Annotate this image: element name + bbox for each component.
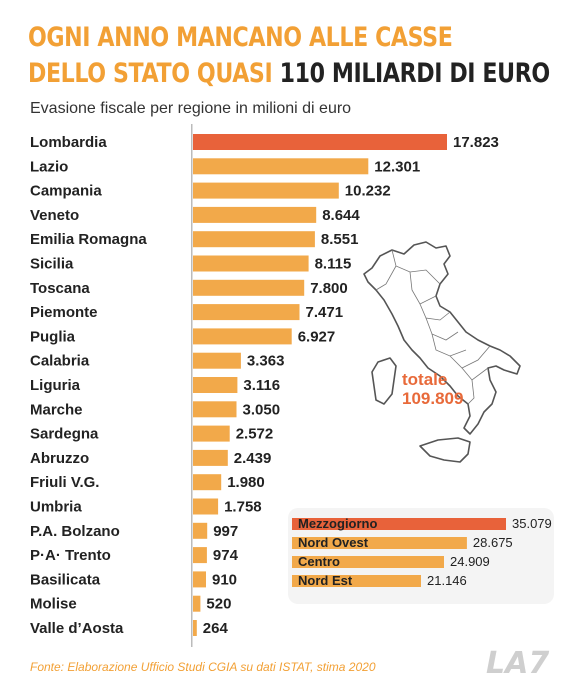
value-label-veneto: 8.644: [322, 207, 360, 224]
chart-baseline: [191, 124, 193, 647]
area-bar-mezzogiorno: [292, 518, 506, 530]
value-label-calabria: 3.363: [247, 353, 285, 370]
sardinia-outline: [371, 357, 397, 405]
bar-sardegna: [193, 425, 230, 442]
category-label-lazio: Lazio: [30, 158, 68, 175]
category-label-marche: Marche: [30, 401, 83, 418]
category-label-emilia-romagna: Emilia Romagna: [30, 231, 147, 248]
value-label-valle-d-aosta: 264: [203, 620, 229, 637]
title-line-2-part-b: 110 MILIARDI DI EURO: [279, 58, 551, 89]
area-value-centro: 24.909: [450, 554, 490, 569]
bar-toscana: [193, 279, 305, 296]
area-value-mezzogiorno: 35.079: [512, 516, 552, 531]
la7-logo: LA7: [486, 646, 550, 681]
bar-p-a-trento: [193, 547, 207, 564]
bar-emilia-romagna: [193, 231, 315, 248]
value-label-p-a-bolzano: 997: [213, 523, 238, 540]
source-note: Fonte: Elaborazione Ufficio Studi CGIA s…: [30, 660, 376, 674]
category-label-veneto: Veneto: [30, 207, 79, 224]
value-label-toscana: 7.800: [310, 280, 348, 297]
category-label-p-a-trento: P·A· Trento: [30, 547, 111, 564]
value-label-sardegna: 2.572: [236, 426, 274, 443]
value-label-liguria: 3.116: [243, 377, 280, 394]
value-label-umbria: 1.758: [224, 499, 262, 516]
italy-region-borders: [375, 249, 491, 405]
value-label-lazio: 12.301: [374, 158, 420, 175]
value-label-sicilia: 8.115: [315, 256, 352, 273]
total-value: 109.809: [402, 389, 463, 408]
category-label-piemonte: Piemonte: [30, 304, 98, 321]
category-label-calabria: Calabria: [30, 353, 90, 370]
total-label: totale: [402, 370, 447, 389]
bar-liguria: [193, 377, 238, 393]
value-label-basilicata: 910: [212, 571, 237, 588]
value-label-molise: 520: [206, 596, 231, 613]
sicily-outline: [419, 437, 471, 463]
area-value-nord-ovest: 28.675: [473, 535, 513, 550]
bar-molise: [193, 595, 201, 612]
bar-friuli-v-g: [193, 474, 222, 491]
area-label-nord-ovest: Nord Ovest: [298, 535, 369, 550]
value-label-abruzzo: 2.439: [234, 450, 272, 467]
value-label-piemonte: 7.471: [306, 304, 344, 321]
value-label-p-a-trento: 974: [213, 547, 239, 564]
title-line-2-part-a: DELLO STATO QUASI: [28, 58, 273, 89]
bar-valle-d-aosta: [193, 620, 197, 636]
bar-p-a-bolzano: [193, 522, 208, 539]
area-label-mezzogiorno: Mezzogiorno: [298, 516, 377, 531]
area-label-nord-est: Nord Est: [298, 573, 353, 588]
bar-lazio: [193, 158, 369, 175]
bar-umbria: [193, 498, 219, 515]
area-bar-centro: [292, 556, 444, 568]
category-label-toscana: Toscana: [30, 280, 90, 297]
value-label-lombardia: 17.823: [453, 134, 499, 151]
italy-map: [363, 241, 521, 463]
value-label-emilia-romagna: 8.551: [321, 231, 359, 248]
bar-veneto: [193, 206, 317, 223]
category-label-puglia: Puglia: [30, 328, 76, 345]
category-label-lombardia: Lombardia: [30, 134, 107, 151]
area-label-centro: Centro: [298, 554, 340, 569]
category-label-umbria: Umbria: [30, 499, 82, 516]
area-value-nord-est: 21.146: [427, 573, 467, 588]
category-label-p-a-bolzano: P.A. Bolzano: [30, 523, 120, 540]
category-label-molise: Molise: [30, 596, 77, 613]
value-label-friuli-v-g: 1.980: [227, 474, 265, 491]
category-label-abruzzo: Abruzzo: [30, 450, 89, 467]
area-bar-nord-ovest: [292, 537, 467, 549]
category-label-sicilia: Sicilia: [30, 256, 74, 273]
bar-piemonte: [193, 304, 300, 321]
area-bar-nord-est: [292, 575, 421, 587]
category-label-basilicata: Basilicata: [30, 571, 101, 588]
title-line-1: OGNI ANNO MANCANO ALLE CASSE: [28, 22, 453, 53]
bar-sicilia: [193, 255, 309, 272]
bar-abruzzo: [193, 449, 228, 466]
category-label-liguria: Liguria: [30, 377, 81, 394]
chart-subtitle: Evasione fiscale per regione in milioni …: [30, 100, 352, 117]
bar-marche: [193, 401, 237, 418]
category-label-friuli-v-g: Friuli V.G.: [30, 474, 99, 491]
value-label-marche: 3.050: [243, 401, 281, 418]
macro-area-bars-group: Mezzogiorno 35.079 Nord Ovest 28.675 Centro 2…: [292, 516, 552, 588]
bar-basilicata: [193, 571, 206, 588]
category-label-valle-d-aosta: Valle d’Aosta: [30, 620, 124, 637]
bar-lombardia: [193, 134, 447, 150]
value-label-campania: 10.232: [345, 183, 391, 200]
bar-puglia: [193, 328, 292, 345]
bar-campania: [193, 182, 339, 199]
title-line-2: DELLO STATO QUASI 110 MILIARDI DI EURO: [28, 58, 550, 90]
bar-calabria: [193, 352, 241, 369]
value-label-puglia: 6.927: [298, 328, 336, 345]
category-label-campania: Campania: [30, 183, 102, 200]
category-label-sardegna: Sardegna: [30, 426, 99, 443]
main-bars-group: Lombardia 17.823 Lazio 12.301 Campania 10.232…: [30, 134, 499, 637]
